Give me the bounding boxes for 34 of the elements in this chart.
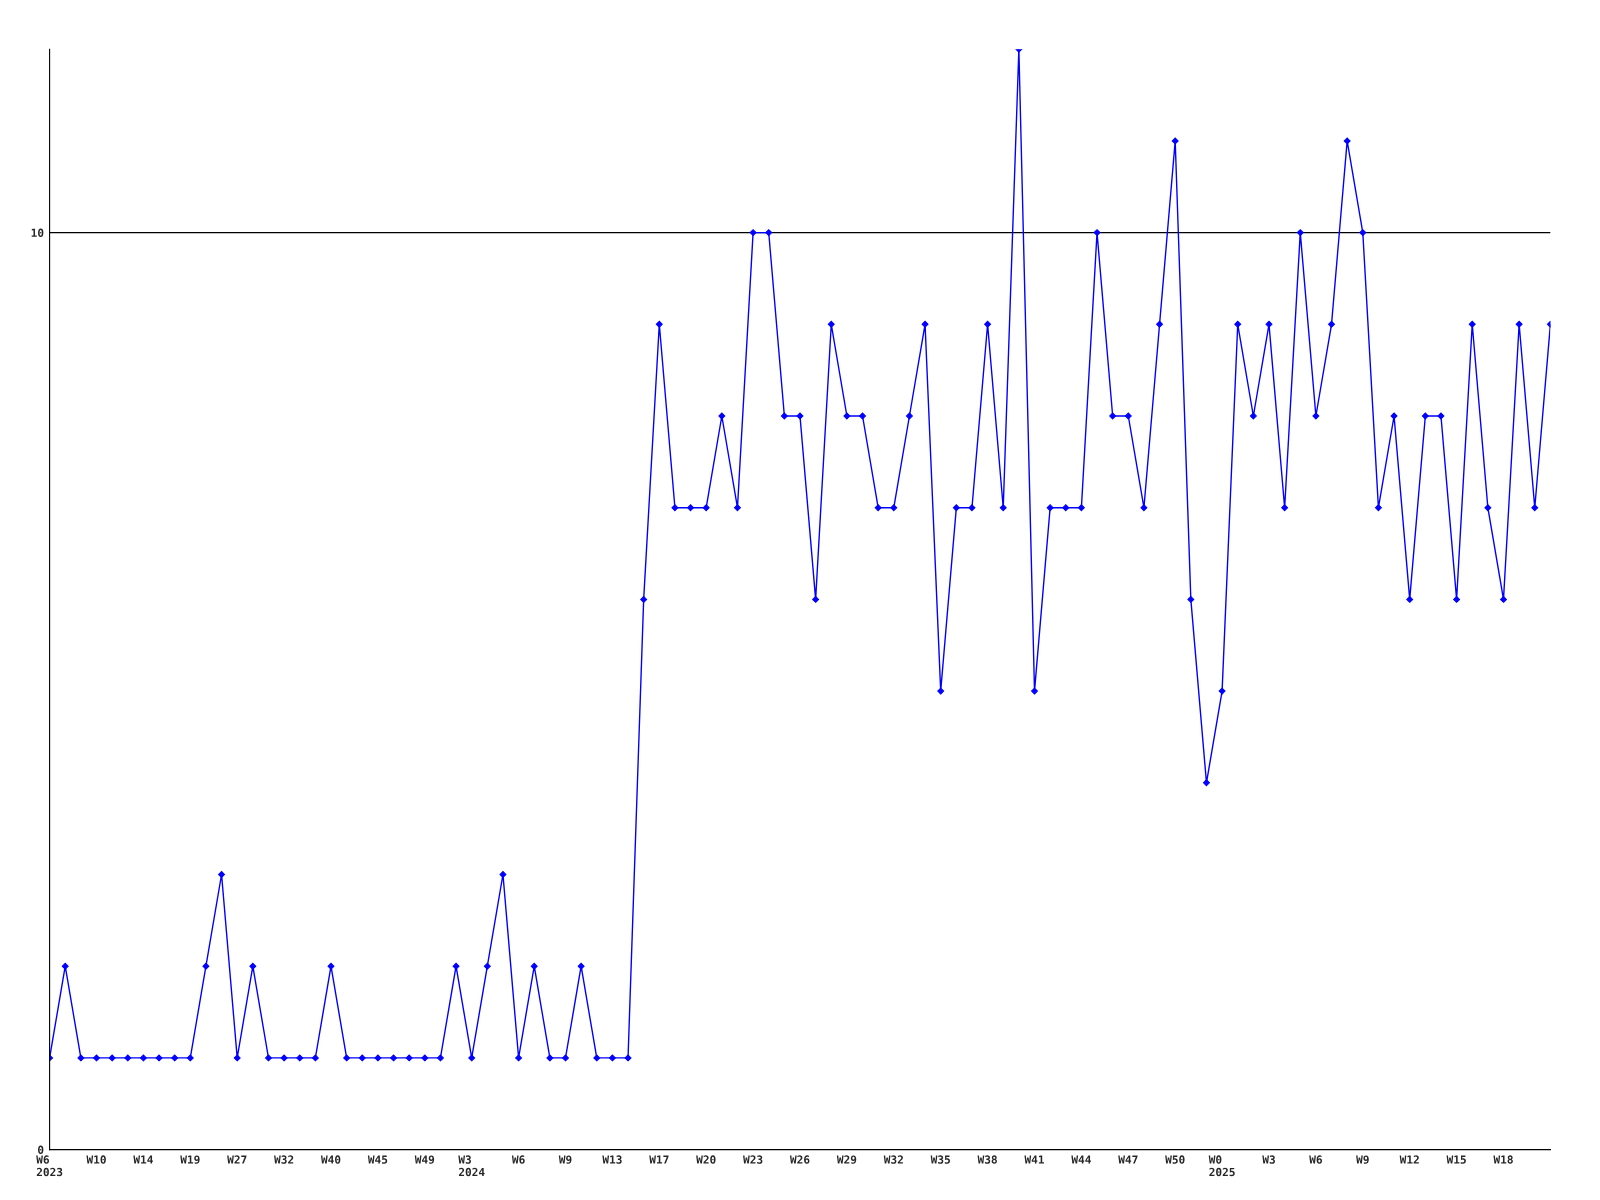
x-tick-label: W45	[367, 1155, 388, 1164]
x-tick-label: W10	[86, 1155, 106, 1164]
y-tick-label: 10	[31, 228, 44, 237]
x-tick-label: W19	[180, 1155, 200, 1164]
x-tick-label: W23	[743, 1155, 763, 1164]
x-tick-label: W41	[1024, 1155, 1044, 1164]
x-tick-label: W6	[511, 1155, 525, 1164]
x-tick-label: W49	[414, 1155, 435, 1164]
x-tick-label: W17	[649, 1155, 669, 1164]
x-tick-label: W9	[1356, 1155, 1369, 1164]
x-tick-label: W0 2025	[1208, 1155, 1235, 1177]
x-tick-label: W32	[274, 1155, 294, 1164]
x-tick-label: W38	[977, 1155, 997, 1164]
x-tick-label: W27	[227, 1155, 247, 1164]
x-tick-label: W18	[1493, 1155, 1513, 1164]
x-tick-label: W12	[1399, 1155, 1419, 1164]
x-tick-label: W40	[320, 1155, 341, 1164]
x-tick-label: W14	[133, 1155, 153, 1164]
x-tick-label: W3	[1262, 1155, 1275, 1164]
x-tick-label: W3 2024	[458, 1155, 485, 1177]
x-tick-label: W29	[836, 1155, 857, 1164]
x-tick-label: W32	[883, 1155, 903, 1164]
x-tick-label: W26	[789, 1155, 810, 1164]
x-tick-label: W35	[930, 1155, 950, 1164]
y-tick-label: 0	[38, 1145, 44, 1154]
x-tick-label: W9	[558, 1155, 572, 1164]
x-tick-label: W6 2023	[36, 1155, 63, 1177]
x-tick-label: W15	[1446, 1155, 1466, 1164]
x-tick-label: W13	[602, 1155, 622, 1164]
x-tick-label: W6	[1309, 1155, 1322, 1164]
x-tick-label: W20	[696, 1155, 716, 1164]
x-tick-label: W44	[1071, 1155, 1091, 1164]
x-tick-label: W50	[1165, 1155, 1185, 1164]
x-tick-label: W47	[1118, 1155, 1138, 1164]
